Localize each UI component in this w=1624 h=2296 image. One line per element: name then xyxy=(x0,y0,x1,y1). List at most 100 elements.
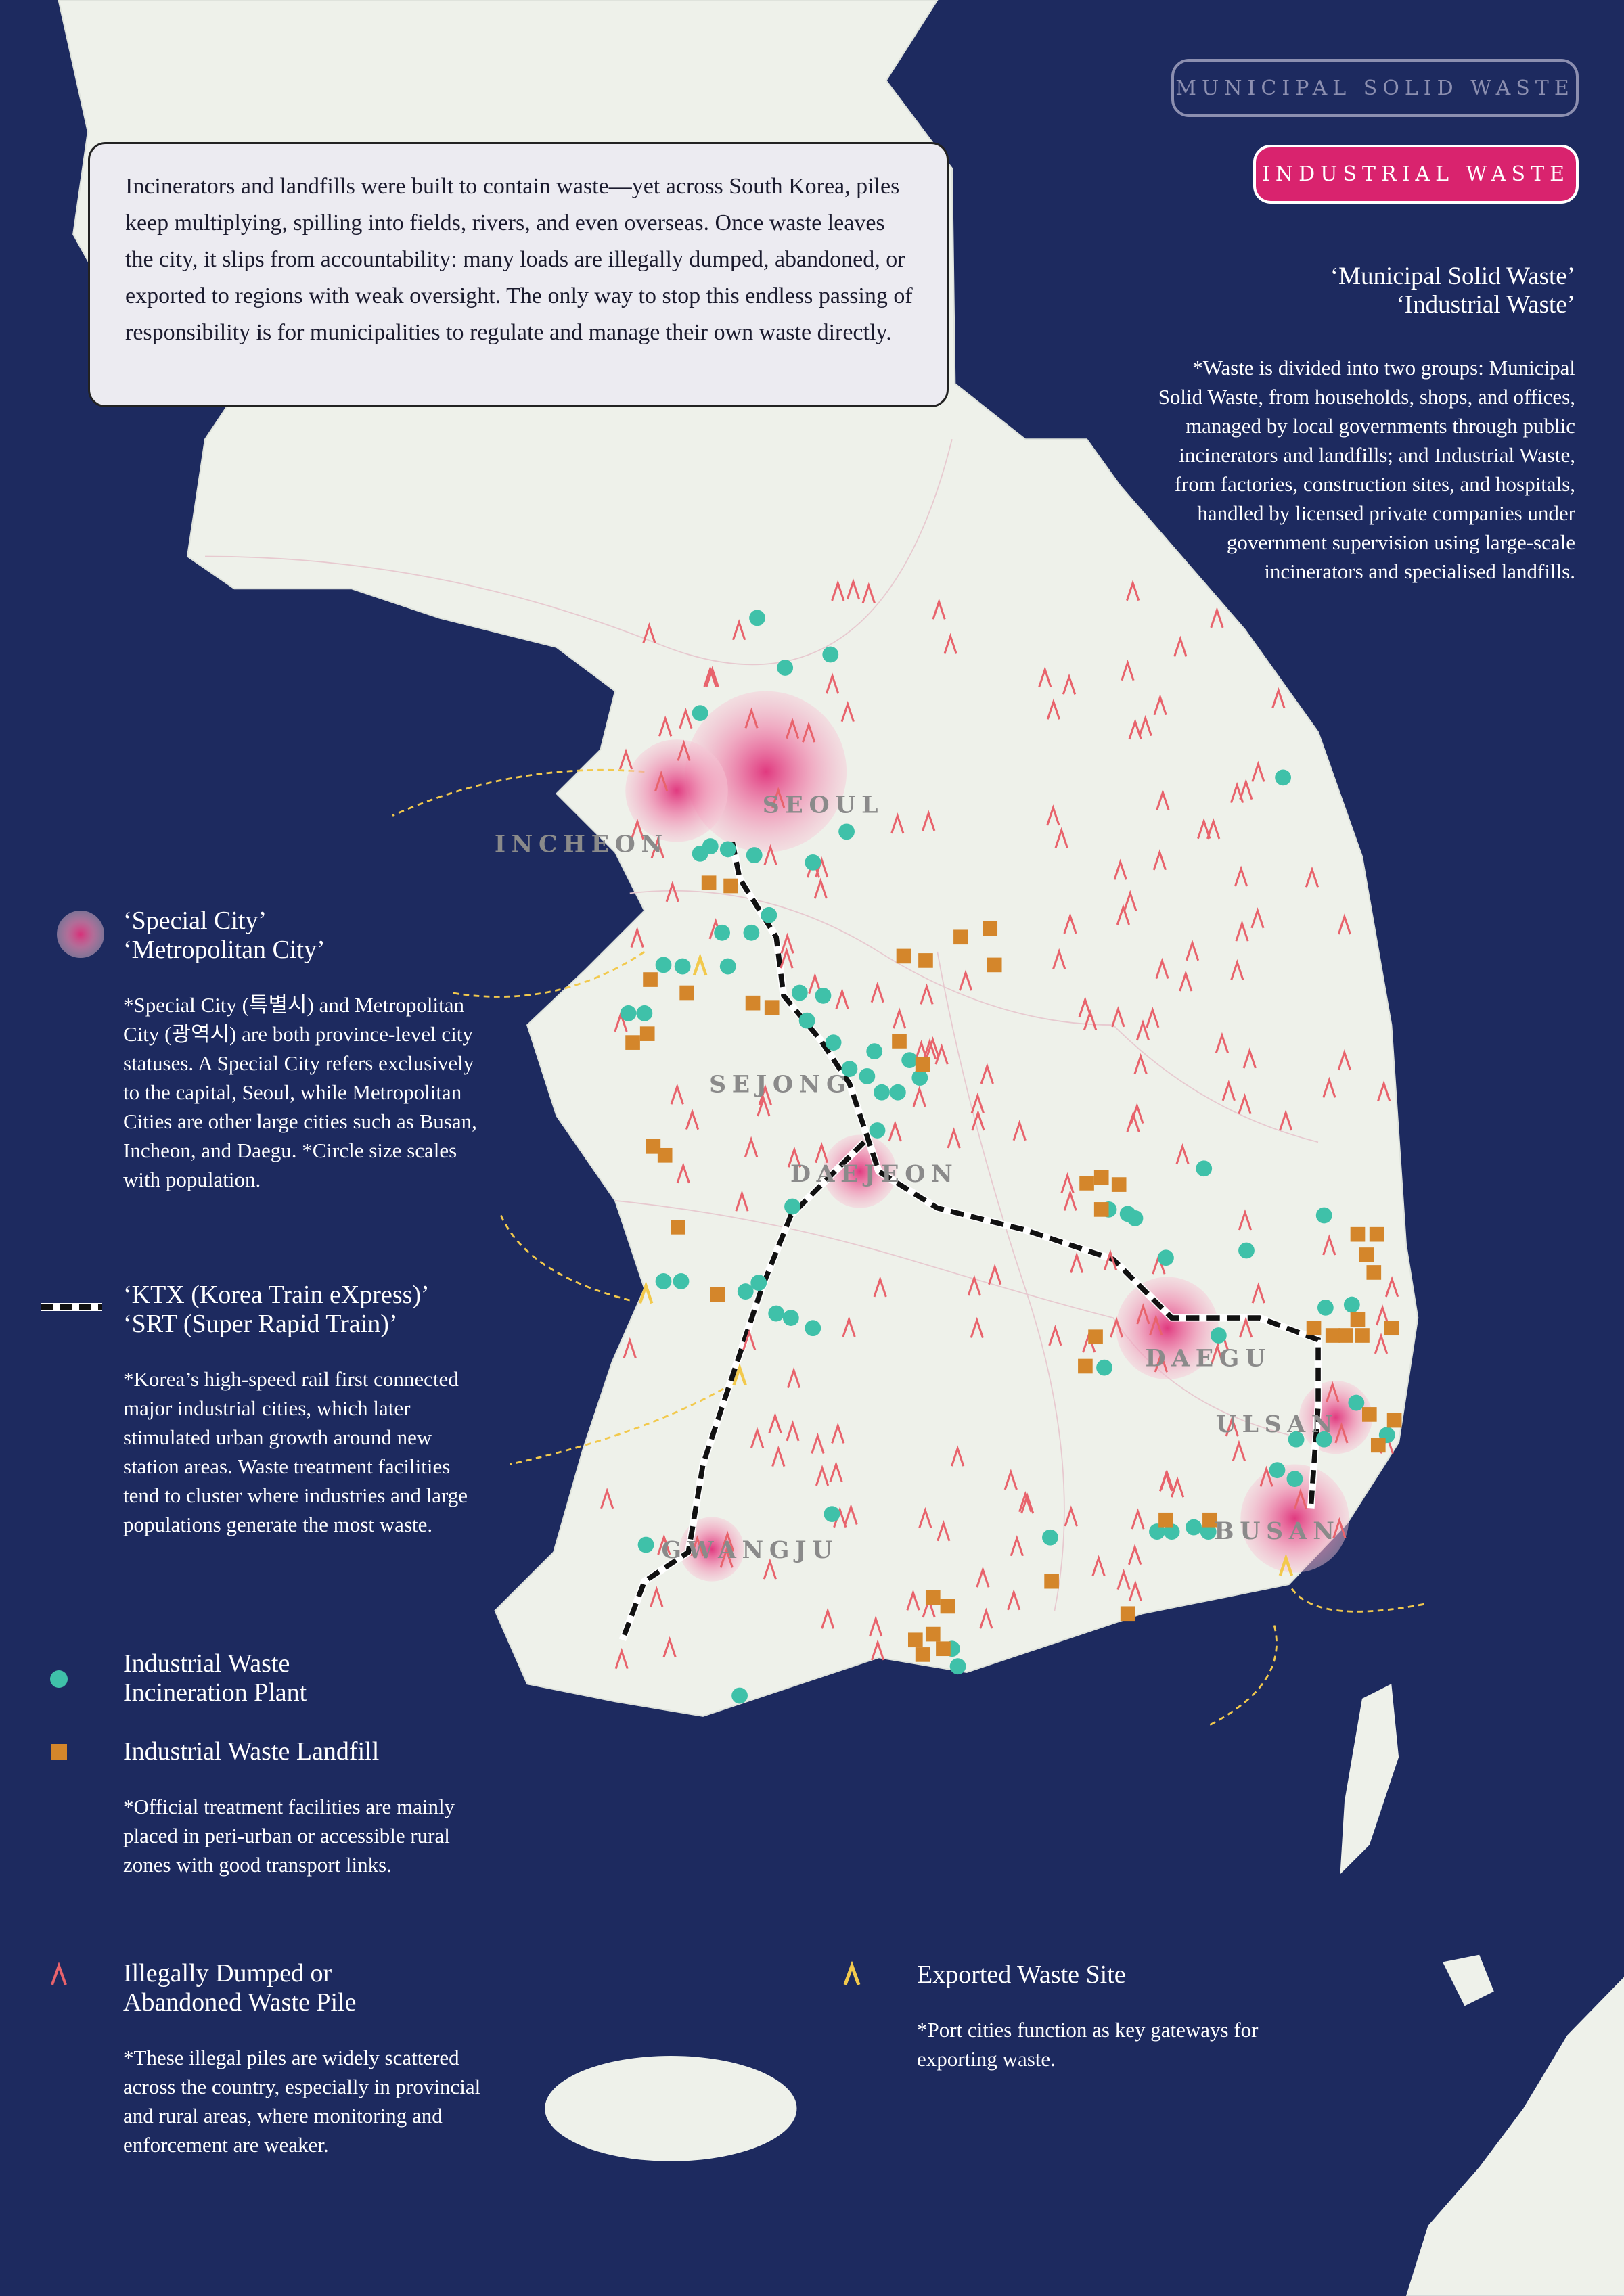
illegal-pile xyxy=(813,877,828,899)
landfill xyxy=(925,1626,941,1642)
illegal-pile xyxy=(1239,778,1253,800)
landfill xyxy=(1325,1328,1340,1343)
city-label: DAEJEON xyxy=(790,1160,958,1188)
city-labels: SEOUL INCHEON SEJONG DAEJEON DAEGU ULSAN BUSAN… xyxy=(495,791,1334,1564)
illegal-pile xyxy=(1384,1276,1399,1298)
landfill xyxy=(915,1057,930,1072)
city-label: SEJONG xyxy=(709,1071,852,1099)
illegal-pile xyxy=(1153,693,1167,716)
landfill xyxy=(1088,1329,1103,1345)
illegal-pile xyxy=(1234,865,1248,887)
illegal-pile xyxy=(1250,907,1265,929)
illegal-pile xyxy=(976,1566,990,1588)
illegal-pile xyxy=(735,1190,749,1212)
city-label: SEOUL xyxy=(763,791,884,819)
illegal-pile xyxy=(871,1639,885,1661)
incineration-plant xyxy=(911,1070,928,1086)
illegal-pile xyxy=(869,1615,883,1637)
illegal-pile xyxy=(802,721,816,743)
incineration-plant xyxy=(798,1012,815,1029)
illegal-pile xyxy=(1103,1249,1118,1271)
illegal-pile xyxy=(742,1329,757,1351)
landfill xyxy=(987,957,1002,973)
illegal-pile xyxy=(970,1316,984,1339)
city-label: GWANGJU xyxy=(661,1536,838,1564)
illegal-pile xyxy=(1337,913,1351,935)
city-circle xyxy=(625,739,728,842)
landfill xyxy=(1120,1606,1135,1622)
illegal-pile xyxy=(1279,1109,1293,1131)
overview: ‘Municipal Solid Waste’ ‘Industrial Wast… xyxy=(1156,262,1575,586)
intro-box: Incinerators and landfills were built to… xyxy=(88,142,949,407)
incineration-plant xyxy=(749,610,765,626)
landfill xyxy=(1350,1312,1366,1327)
japan-coast xyxy=(1405,1954,1624,2296)
illegal-pile xyxy=(685,1108,700,1130)
illegal-pile xyxy=(1225,1415,1239,1437)
city-label: DAEGU xyxy=(1146,1344,1271,1372)
illegal-pile xyxy=(846,578,861,600)
landfill xyxy=(1384,1321,1399,1336)
illegal-pile xyxy=(1131,1508,1145,1530)
illegal-pile xyxy=(831,1422,845,1444)
landfill xyxy=(723,878,738,894)
landfill xyxy=(1111,1177,1127,1192)
rail-line xyxy=(620,1140,866,1641)
illegal-pile xyxy=(750,1427,765,1448)
illegal-pile xyxy=(1038,666,1052,688)
legend-note: *Special City (특별시) and Metropolitan Cit… xyxy=(123,993,477,1191)
illegal-pile xyxy=(1010,1535,1024,1557)
incineration-plant xyxy=(838,823,855,840)
incineration-plant xyxy=(791,984,808,1001)
incineration-plant xyxy=(719,841,736,858)
illegal-pile xyxy=(861,582,876,603)
illegal-pile xyxy=(1156,789,1170,810)
incineration-plant xyxy=(737,1283,754,1300)
illegal-pile xyxy=(1012,1119,1027,1141)
illegal-pile xyxy=(732,619,746,641)
illegal-pile xyxy=(786,1420,800,1442)
legend-item: Industrial Waste Landfill *Official treat… xyxy=(123,1737,489,1879)
illegal-pile xyxy=(1334,1422,1349,1444)
tsushima-island xyxy=(1340,1684,1399,1875)
illegal-pile xyxy=(1116,1568,1131,1590)
illegal-pile xyxy=(657,1534,671,1555)
export-arrow xyxy=(392,768,645,817)
illegal-pile xyxy=(1063,1189,1077,1211)
city-label: INCHEON xyxy=(495,831,669,858)
illegal-pile xyxy=(658,715,673,737)
illegal-pile xyxy=(1136,1303,1150,1325)
illegal-pile xyxy=(744,1136,759,1157)
landfill xyxy=(915,1647,930,1662)
border xyxy=(615,1200,1289,1436)
illegal-pile xyxy=(662,1636,677,1658)
illegal-pile xyxy=(970,1092,985,1113)
landfill xyxy=(983,921,998,936)
illegal-pile xyxy=(979,1607,993,1629)
illegal-pile xyxy=(1210,606,1224,628)
illegal-pile xyxy=(811,1432,825,1454)
illegal-pile xyxy=(1048,1325,1062,1346)
illegal-pile xyxy=(890,812,905,834)
incineration-plant xyxy=(805,1320,821,1337)
incineration-plant xyxy=(1158,1249,1174,1266)
border xyxy=(205,439,953,666)
illegal-pile xyxy=(630,818,645,840)
incineration-plant xyxy=(1317,1299,1334,1316)
incineration-plant xyxy=(1186,1519,1202,1536)
landfill xyxy=(1093,1170,1109,1185)
legend-item: Industrial Waste Incineration Plant xyxy=(123,1649,489,1707)
illegal-pile xyxy=(1123,890,1137,911)
illegal-pile xyxy=(926,1036,940,1058)
toggle-button[interactable]: MUNICIPAL SOLID WASTE xyxy=(1171,59,1579,117)
illegal-pile xyxy=(1251,1282,1265,1304)
incineration-plant xyxy=(1269,1462,1286,1479)
legend-item: Illegally Dumped or Abandoned Waste Pile *… xyxy=(123,1959,489,2159)
city-circle xyxy=(1240,1464,1349,1573)
landfill xyxy=(1366,1265,1382,1280)
illegal-pile xyxy=(1128,718,1142,740)
jeju-island xyxy=(545,2055,797,2161)
toggle-button-active[interactable]: INDUSTRIAL WASTE xyxy=(1253,145,1579,204)
illegal-pile xyxy=(677,739,691,761)
